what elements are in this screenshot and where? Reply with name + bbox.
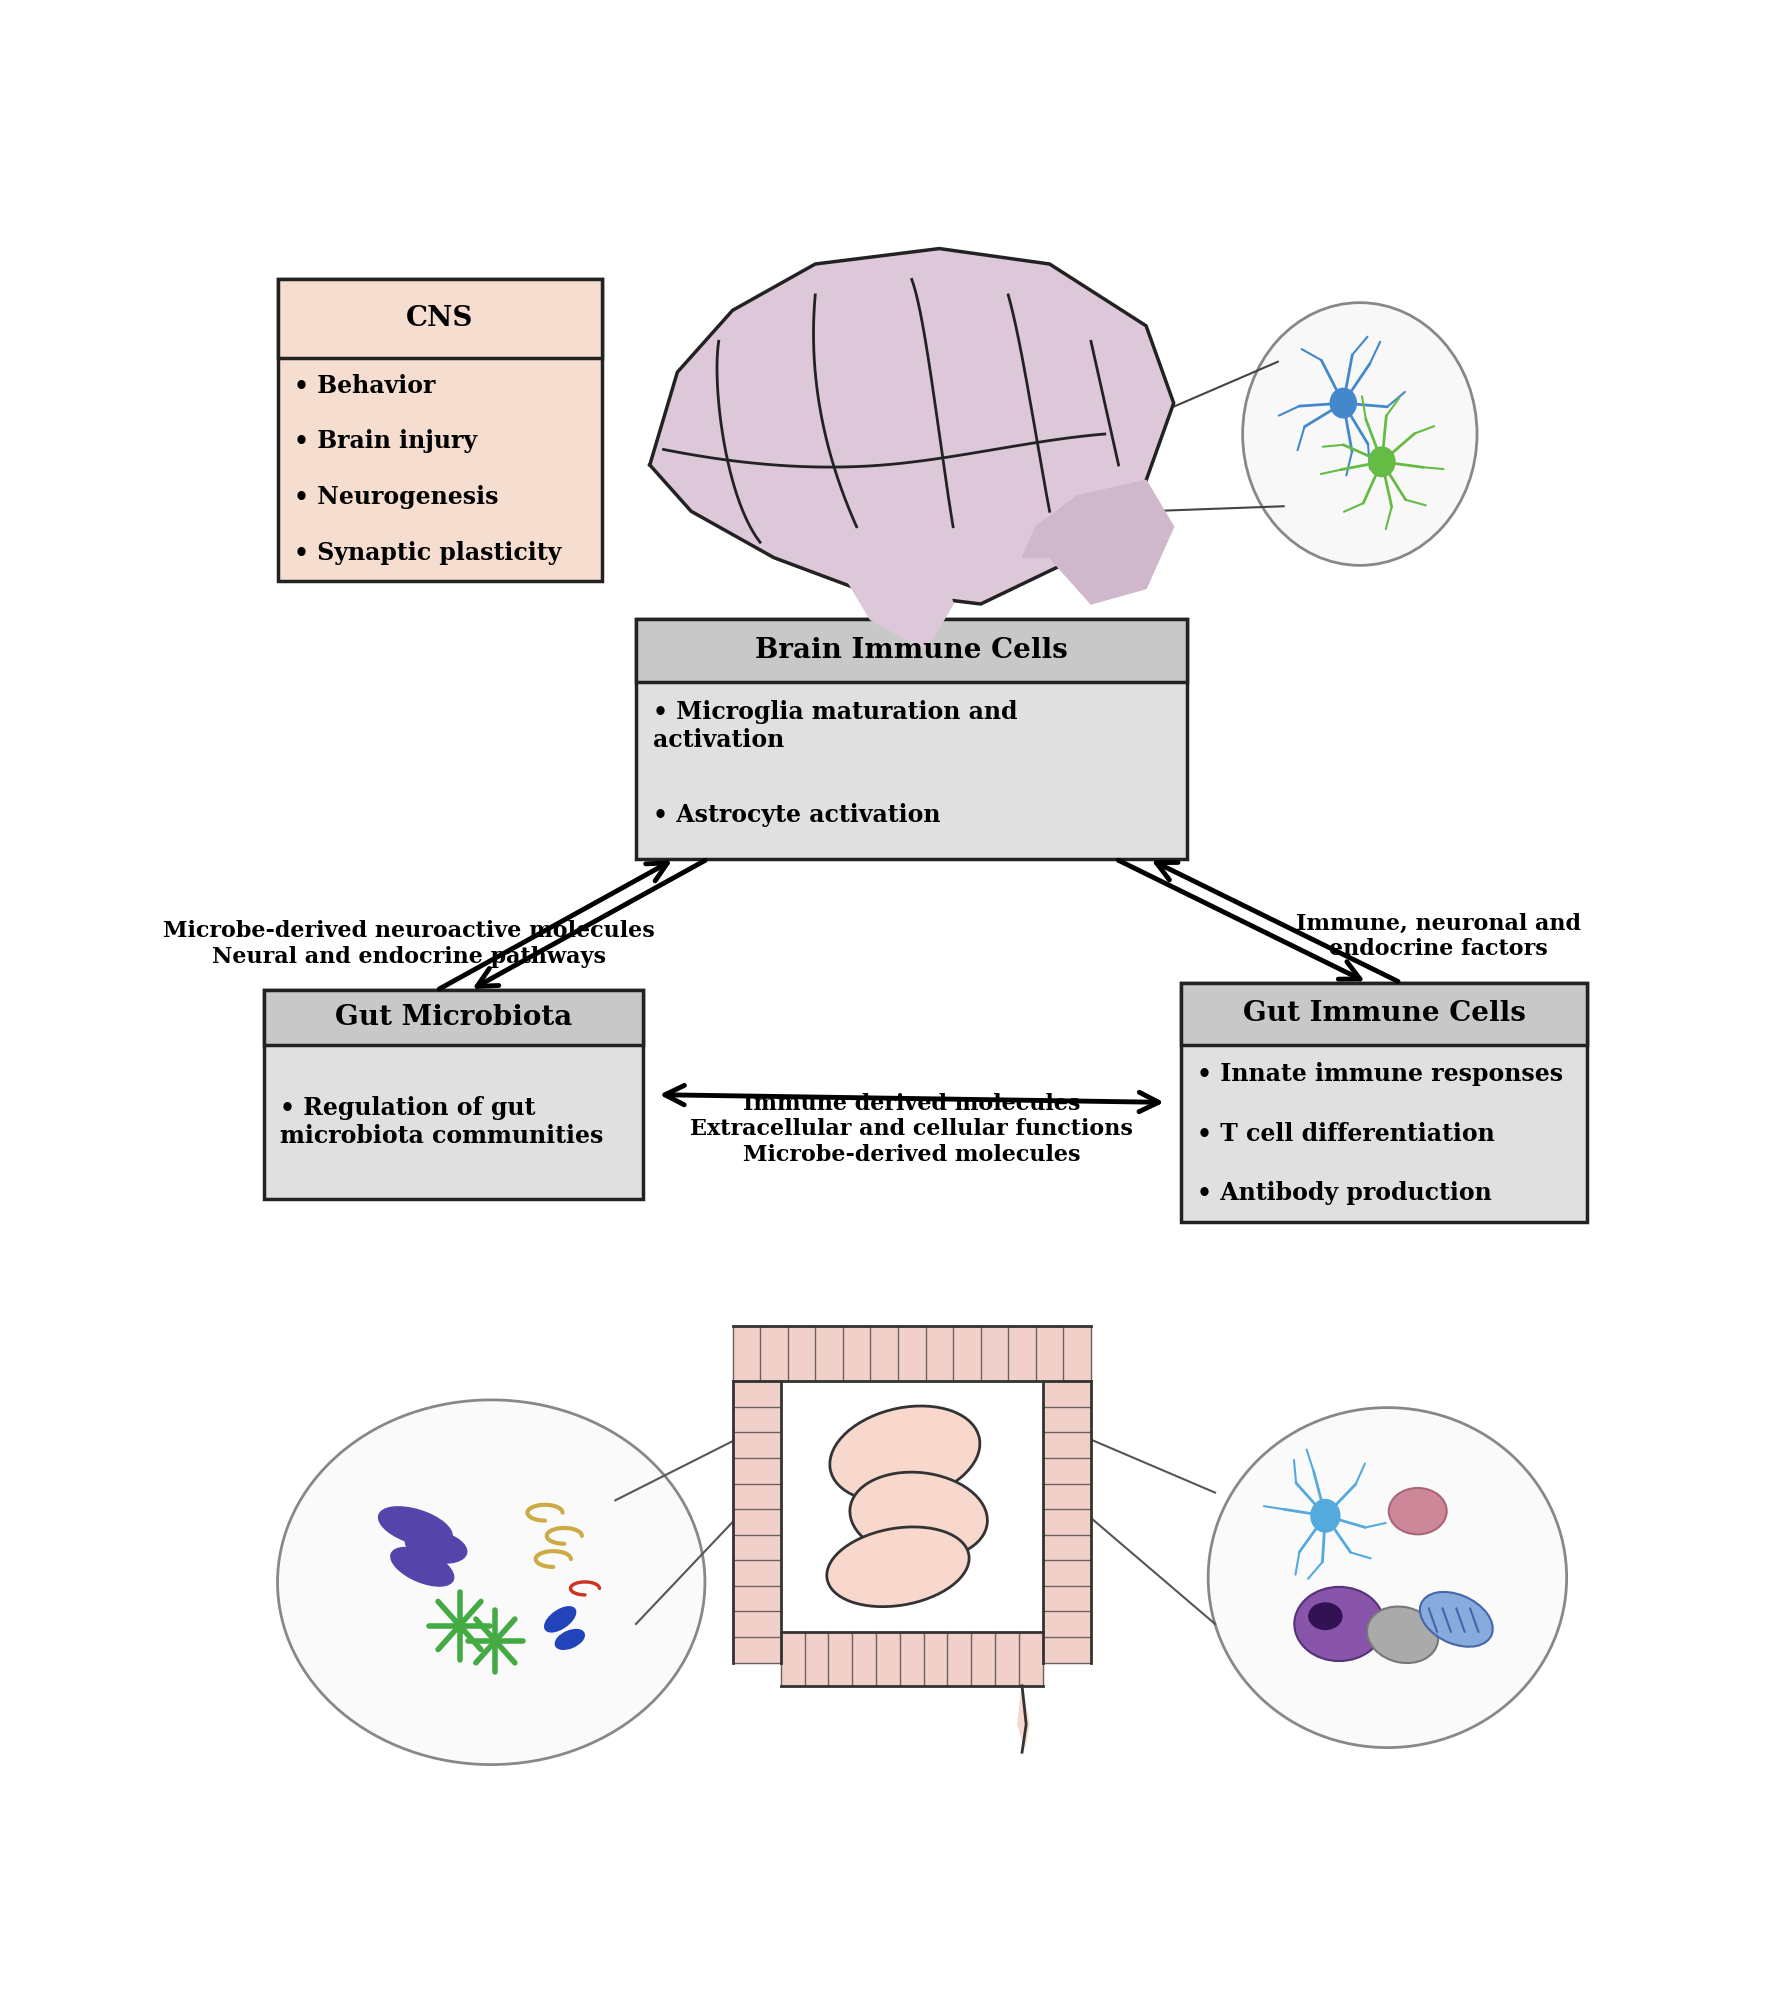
Text: Microbe-derived neuroactive molecules
Neural and endocrine pathways: Microbe-derived neuroactive molecules Ne… <box>162 921 655 967</box>
Ellipse shape <box>1295 1588 1384 1662</box>
Ellipse shape <box>1420 1592 1493 1646</box>
Text: • Brain injury: • Brain injury <box>294 429 477 454</box>
Polygon shape <box>1021 480 1174 604</box>
Polygon shape <box>649 249 1174 604</box>
Text: Gut Microbiota: Gut Microbiota <box>334 1004 571 1032</box>
Bar <box>1181 983 1587 1222</box>
Ellipse shape <box>1308 1602 1343 1630</box>
Text: Immune derived molecules
Extracellular and cellular functions
Microbe-derived mo: Immune derived molecules Extracellular a… <box>690 1094 1133 1166</box>
Text: Immune, neuronal and
endocrine factors: Immune, neuronal and endocrine factors <box>1295 913 1582 959</box>
Text: Gut Immune Cells: Gut Immune Cells <box>1242 999 1525 1028</box>
Bar <box>278 279 601 580</box>
Text: • Microglia maturation and
activation: • Microglia maturation and activation <box>653 700 1018 753</box>
Ellipse shape <box>379 1507 452 1545</box>
Text: • Neurogenesis: • Neurogenesis <box>294 486 498 510</box>
Circle shape <box>1244 303 1477 566</box>
Ellipse shape <box>829 1407 980 1501</box>
Text: CNS: CNS <box>406 305 473 331</box>
Ellipse shape <box>1366 1606 1437 1664</box>
Ellipse shape <box>1208 1407 1567 1748</box>
Ellipse shape <box>391 1547 454 1586</box>
Text: • Synaptic plasticity: • Synaptic plasticity <box>294 542 562 564</box>
Text: • Astrocyte activation: • Astrocyte activation <box>653 803 939 827</box>
Circle shape <box>1329 387 1357 419</box>
Bar <box>263 989 642 1198</box>
Bar <box>278 279 601 357</box>
Text: • Regulation of gut
microbiota communities: • Regulation of gut microbiota communiti… <box>281 1096 603 1148</box>
Bar <box>1181 983 1587 1046</box>
Ellipse shape <box>278 1401 704 1764</box>
Circle shape <box>1368 446 1397 478</box>
Ellipse shape <box>850 1473 987 1559</box>
Text: • T cell differentiation: • T cell differentiation <box>1197 1122 1494 1146</box>
Polygon shape <box>1018 1686 1028 1748</box>
Bar <box>263 989 642 1044</box>
Text: • Behavior: • Behavior <box>294 373 436 397</box>
Ellipse shape <box>406 1529 466 1563</box>
Ellipse shape <box>1389 1487 1446 1533</box>
Ellipse shape <box>555 1630 584 1650</box>
Polygon shape <box>843 558 954 650</box>
Text: • Antibody production: • Antibody production <box>1197 1180 1493 1204</box>
Ellipse shape <box>827 1527 970 1608</box>
Circle shape <box>1309 1499 1341 1533</box>
Text: • Innate immune responses: • Innate immune responses <box>1197 1062 1564 1086</box>
Bar <box>637 620 1188 859</box>
Bar <box>637 620 1188 682</box>
Text: Brain Immune Cells: Brain Immune Cells <box>756 636 1067 664</box>
Ellipse shape <box>544 1608 576 1632</box>
